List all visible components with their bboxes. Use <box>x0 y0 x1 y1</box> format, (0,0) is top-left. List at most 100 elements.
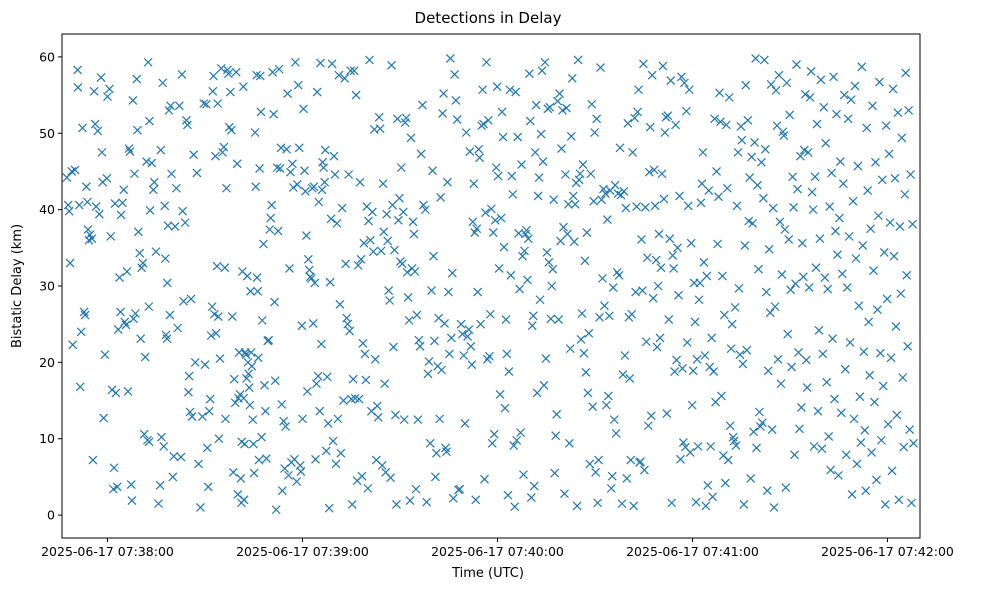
data-point-257 <box>317 185 327 195</box>
data-point-344 <box>401 113 411 123</box>
data-point-103 <box>177 70 187 79</box>
data-point-709 <box>764 244 774 254</box>
data-point-755 <box>809 441 819 451</box>
data-point-367 <box>427 286 436 296</box>
data-point-455 <box>517 160 526 170</box>
data-point-472 <box>533 191 543 201</box>
data-point-9 <box>74 200 84 210</box>
data-point-283 <box>343 319 353 329</box>
data-point-300 <box>359 238 369 248</box>
data-point-364 <box>423 369 433 379</box>
data-point-41 <box>112 482 122 492</box>
data-point-719 <box>774 70 784 80</box>
data-point-446 <box>508 189 518 199</box>
data-point-651 <box>708 492 718 502</box>
data-point-609 <box>667 498 677 508</box>
data-point-385 <box>444 349 454 359</box>
x-tick-label: 2025-06-17 07:42:00 <box>821 544 954 559</box>
data-point-331 <box>389 342 398 352</box>
data-point-558 <box>617 499 627 509</box>
data-point-779 <box>833 250 842 260</box>
data-point-222 <box>286 167 295 177</box>
data-point-362 <box>420 205 430 215</box>
data-point-791 <box>844 231 854 241</box>
data-point-610 <box>668 251 678 260</box>
data-point-402 <box>465 147 475 157</box>
data-point-727 <box>782 78 792 88</box>
data-point-204 <box>269 109 278 119</box>
data-point-681 <box>737 135 747 145</box>
data-point-95 <box>167 169 176 179</box>
data-point-697 <box>753 180 762 190</box>
data-point-612 <box>670 367 680 376</box>
data-point-89 <box>162 334 172 344</box>
data-point-214 <box>277 486 287 496</box>
data-point-469 <box>530 147 540 157</box>
data-point-77 <box>148 185 158 195</box>
data-point-361 <box>418 200 428 210</box>
data-point-83 <box>157 432 166 442</box>
data-point-134 <box>212 261 222 271</box>
data-point-793 <box>846 95 856 105</box>
data-point-316 <box>374 112 384 122</box>
data-point-375 <box>435 414 445 424</box>
data-point-566 <box>625 373 635 383</box>
data-point-449 <box>511 87 521 97</box>
data-point-12 <box>78 123 87 133</box>
data-point-438 <box>500 403 510 413</box>
data-point-240 <box>302 386 312 396</box>
data-point-660 <box>717 391 726 401</box>
data-point-104 <box>178 206 187 216</box>
data-point-440 <box>502 349 512 359</box>
data-point-301 <box>360 349 370 359</box>
data-point-710 <box>765 308 775 318</box>
data-point-742 <box>796 402 806 412</box>
data-point-599 <box>657 169 667 179</box>
data-point-397 <box>459 351 469 360</box>
data-point-840 <box>892 410 902 420</box>
data-point-798 <box>851 254 861 263</box>
data-point-8 <box>73 83 83 92</box>
data-point-422 <box>484 351 494 361</box>
data-point-559 <box>618 370 628 380</box>
data-point-175 <box>245 400 255 410</box>
data-point-233 <box>296 467 306 476</box>
data-point-777 <box>831 226 840 236</box>
data-point-18 <box>84 235 94 245</box>
data-point-726 <box>781 483 791 493</box>
data-point-305 <box>364 216 373 226</box>
data-point-433 <box>495 390 505 399</box>
data-point-355 <box>412 310 422 320</box>
data-point-771 <box>825 202 835 212</box>
data-point-370 <box>430 336 439 346</box>
data-point-81 <box>155 480 165 490</box>
x-tick-label: 2025-06-17 07:40:00 <box>431 544 564 559</box>
data-point-775 <box>829 72 838 82</box>
data-point-713 <box>768 203 778 213</box>
data-point-506 <box>566 131 576 141</box>
data-point-824 <box>876 435 886 445</box>
data-point-76 <box>147 158 157 168</box>
data-point-674 <box>730 302 740 312</box>
data-point-97 <box>169 451 179 461</box>
data-point-37 <box>108 484 118 494</box>
data-point-457 <box>519 470 528 480</box>
data-point-809 <box>862 123 872 133</box>
data-point-504 <box>564 438 574 448</box>
data-point-718 <box>773 354 783 364</box>
data-point-706 <box>761 287 771 297</box>
data-point-538 <box>598 273 607 283</box>
data-point-698 <box>754 264 763 274</box>
data-point-781 <box>834 213 844 223</box>
data-point-838 <box>890 173 900 183</box>
data-point-739 <box>794 348 803 357</box>
data-point-711 <box>766 79 776 89</box>
data-point-676 <box>732 201 742 211</box>
data-point-823 <box>875 348 885 358</box>
data-point-230 <box>293 80 303 90</box>
data-point-273 <box>332 218 342 228</box>
data-point-769 <box>823 284 833 294</box>
data-point-153 <box>230 398 240 408</box>
data-point-690 <box>746 474 756 483</box>
data-point-348 <box>405 496 415 506</box>
